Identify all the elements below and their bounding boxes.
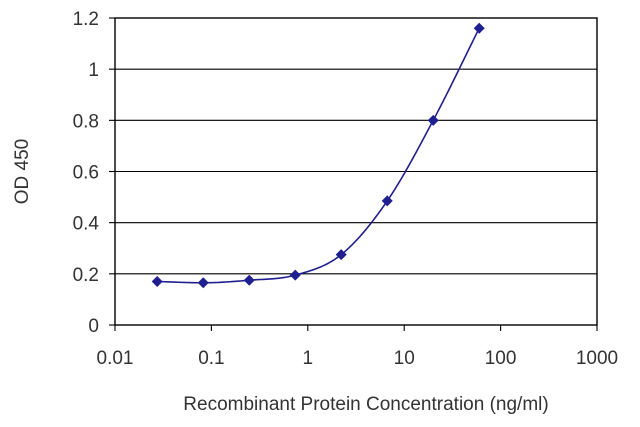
y-tick-label: 0.2 xyxy=(73,265,99,286)
data-point xyxy=(335,249,347,261)
y-tick-label: 0.6 xyxy=(73,163,99,184)
x-tick-labels: 0.01 0.1 1 10 100 1000 xyxy=(97,348,619,369)
data-point xyxy=(473,22,485,34)
data-point xyxy=(197,277,209,289)
x-tick-label: 10 xyxy=(394,348,415,369)
x-tick-label: 0.01 xyxy=(97,348,134,369)
data-point xyxy=(243,274,255,286)
x-axis-title: Recombinant Protein Concentration (ng/ml… xyxy=(183,394,548,415)
x-tick-label: 100 xyxy=(485,348,517,369)
x-tick-label: 0.1 xyxy=(198,348,224,369)
x-tick-label: 1 xyxy=(303,348,314,369)
x-tick-label: 1000 xyxy=(576,348,618,369)
gridlines xyxy=(115,68,597,275)
axis-ticks xyxy=(109,17,598,331)
y-tick-labels: 0 0.2 0.4 0.6 0.8 1 1.2 xyxy=(73,9,100,337)
data-point xyxy=(151,276,163,288)
data-point xyxy=(381,195,393,207)
data-point xyxy=(289,269,301,281)
fit-curve xyxy=(157,27,480,284)
y-tick-label: 0.4 xyxy=(73,214,100,235)
data-point xyxy=(427,114,439,126)
y-axis-title: OD 450 xyxy=(12,139,33,204)
y-tick-label: 0.8 xyxy=(73,111,99,132)
y-tick-label: 1.2 xyxy=(73,9,99,30)
data-points xyxy=(151,22,485,289)
y-tick-label: 1 xyxy=(88,60,99,81)
y-tick-label: 0 xyxy=(88,316,99,337)
